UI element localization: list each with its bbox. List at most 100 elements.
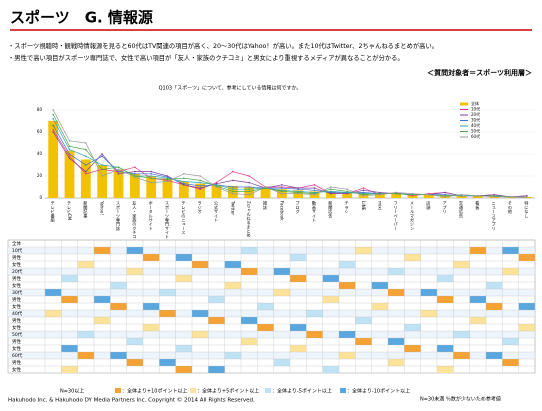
cell-highlight (486, 352, 503, 359)
point (313, 192, 316, 195)
point (248, 186, 250, 188)
point (395, 191, 397, 194)
cell-highlight (61, 345, 78, 352)
cell-highlight (420, 310, 437, 317)
cell-highlight (469, 317, 486, 324)
point (330, 186, 332, 188)
cell-highlight (453, 261, 470, 268)
point (346, 192, 348, 195)
point (248, 188, 250, 190)
point (428, 193, 430, 196)
cell-highlight (94, 317, 111, 324)
point (101, 153, 103, 155)
point (85, 155, 87, 157)
legend-item: N=30以上 (60, 388, 84, 395)
point (117, 168, 120, 171)
point (460, 195, 463, 197)
target: ＜質問対象者＝スポーツ利用層＞ (427, 68, 532, 77)
point (199, 181, 201, 184)
cell-highlight (502, 359, 519, 366)
point (183, 180, 185, 183)
bar (64, 150, 75, 198)
legend-label: 60代 (471, 133, 480, 139)
cell-highlight (126, 338, 143, 345)
legend-item: N=30未満 ％数が少ないため参考値 (420, 396, 501, 403)
cell-highlight (371, 282, 388, 289)
point (493, 193, 495, 196)
point (52, 131, 54, 133)
point (68, 148, 71, 151)
cell-highlight (77, 352, 94, 359)
legend-item: ：全体より+5ポイント以上 (197, 388, 259, 395)
cell-highlight (388, 268, 405, 275)
bullet: ・男性で高い項目がスポーツ専門誌で、女性で高い項目が「友人・家族のクチコミ」と男… (8, 53, 404, 62)
point (68, 140, 71, 142)
bar (260, 188, 271, 198)
x-tick-label: 交通広告 (458, 200, 464, 220)
row-shade (8, 310, 535, 317)
cell-highlight (208, 296, 225, 303)
cell-highlight (110, 352, 127, 359)
cell-highlight (110, 303, 127, 310)
x-tick-label: 2ちゃんねるまとめ (246, 201, 252, 238)
point (330, 188, 332, 190)
point (460, 193, 463, 196)
cell-highlight (208, 366, 225, 373)
point (313, 184, 316, 186)
cell-highlight (126, 247, 143, 254)
x-tick-label: 友人・家族のクチコミ (131, 200, 137, 244)
x-tick-label: 公式サイト (213, 201, 219, 222)
point (526, 195, 528, 197)
point (199, 187, 201, 189)
point (68, 155, 71, 157)
point (215, 186, 218, 188)
cell-highlight (241, 338, 258, 345)
point (117, 170, 120, 173)
point (101, 168, 103, 171)
legend-swatch (460, 102, 468, 106)
cell-highlight (224, 352, 241, 359)
point (166, 179, 169, 182)
point (346, 190, 348, 193)
row-shade (8, 352, 535, 359)
point (85, 164, 87, 166)
point (248, 181, 250, 184)
cell-highlight (339, 261, 356, 268)
cell-highlight (290, 254, 307, 261)
point (199, 175, 201, 177)
point (134, 170, 136, 173)
cell-highlight (420, 289, 437, 296)
x-tick-label: 雑誌 (262, 200, 268, 211)
point (297, 188, 299, 190)
bar (146, 176, 157, 198)
cell-highlight (143, 303, 160, 310)
cell-highlight (339, 352, 356, 359)
cell-highlight (322, 296, 339, 303)
point (297, 191, 299, 194)
point (215, 184, 218, 186)
cell-highlight (339, 282, 356, 289)
cell-highlight (241, 268, 258, 275)
point (183, 184, 185, 186)
point (281, 190, 283, 193)
line (52, 109, 527, 198)
point (183, 173, 185, 175)
cell-highlight (273, 289, 290, 296)
cell-highlight (224, 282, 241, 289)
point (330, 192, 332, 195)
point (444, 193, 446, 196)
point (264, 186, 267, 188)
point (232, 170, 234, 173)
point (199, 188, 201, 190)
point (85, 173, 87, 175)
cell-highlight (126, 268, 143, 275)
row-label: 男性 (12, 359, 21, 366)
row-shade (8, 247, 535, 254)
cell-highlight (404, 345, 421, 352)
point (166, 180, 169, 183)
cell-highlight (437, 366, 454, 373)
legend-label: 20代 (471, 111, 480, 117)
point (281, 186, 283, 188)
row-shade (8, 331, 535, 338)
x-tick-label: チラシ (345, 201, 350, 214)
